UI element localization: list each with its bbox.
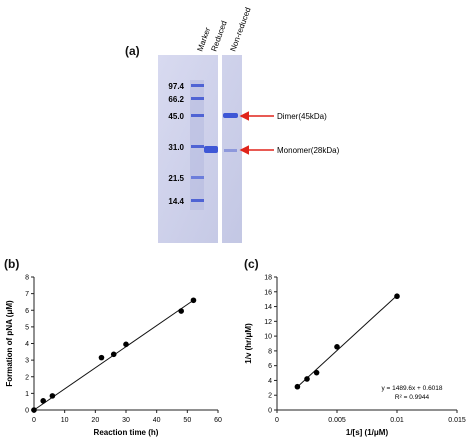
gel-panel: 97.4 66.2 45.0 31.0 21.5 14.4 Marker Red… [158,6,340,243]
x-tick-label: 50 [183,417,191,424]
y-tick-label: 18 [264,275,272,282]
x-tick-label: 10 [61,417,69,424]
dimer-annotation: Dimer(45kDa) [277,112,327,121]
data-point [304,376,310,382]
y-tick-label: 12 [264,319,272,326]
data-point [123,341,129,348]
x-tick-label: 0 [275,417,279,424]
y-tick-label: 0 [268,408,272,415]
data-point [334,344,340,350]
data-point [98,354,105,361]
x-tick-label: 0.005 [328,417,346,424]
y-tick-label: 8 [268,348,272,355]
y-tick-label: 6 [25,308,29,315]
trendline [297,295,398,388]
chart-c: 0 0.005 0.01 0.015 0 2 4 6 8 10 12 14 16 18 1/[s] (1/μ… [244,275,466,438]
data-point [313,369,320,376]
y-tick-label: 7 [25,291,29,298]
data-point [394,293,400,300]
data-point [110,351,117,358]
monomer-annotation: Monomer(28kDa) [277,146,340,155]
marker-label-14: 14.4 [168,197,184,206]
lane-header-nonreduced: Non-reduced [228,6,252,53]
nonreduced-faint-band [224,149,237,152]
data-point [178,308,184,314]
data-point [31,407,37,413]
y-tick-label: 6 [268,363,272,370]
y-tick-label: 16 [264,289,272,296]
data-point [40,398,46,404]
r-squared: R² = 0.9944 [395,394,430,401]
y-tick-label: 5 [25,324,29,331]
y-tick-label: 1 [25,391,29,398]
y-tick-label: 8 [25,275,29,282]
x-tick-label: 40 [153,417,161,424]
panel-a-label: (a) [125,44,140,58]
nonreduced-dimer-band [223,113,238,118]
marker-band-31 [191,145,204,148]
y-axis-label: 1/v (hr/μM) [244,323,253,364]
marker-band-21 [191,176,204,179]
x-axis-label: Reaction time (h) [94,428,159,437]
panel-b-label: (b) [4,257,20,271]
chart-b: 0 10 20 30 40 50 60 0 1 2 3 4 5 6 7 8 Reaction time (h) F… [5,275,222,438]
y-axis-label: Formation of pNA (μM) [5,300,14,387]
y-tick-label: 0 [25,408,29,415]
marker-label-31: 31.0 [168,143,184,152]
marker-band-66 [191,97,204,100]
lane-separator [218,55,222,243]
marker-band-14 [191,199,204,202]
y-tick-label: 4 [268,378,272,385]
data-point [49,393,56,399]
x-tick-label: 60 [214,417,222,424]
y-tick-label: 14 [264,304,272,311]
data-point [190,297,197,304]
marker-band-97 [191,84,204,87]
marker-label-97: 97.4 [168,82,184,91]
reduced-monomer-band [204,146,218,153]
y-tick-label: 4 [25,341,29,348]
data-point [294,383,301,390]
marker-band-45 [191,114,204,117]
y-tick-label: 3 [25,358,29,365]
y-tick-label: 2 [268,393,272,400]
x-tick-label: 30 [122,417,130,424]
y-tick-label: 10 [264,334,272,341]
lane-header-reduced: Reduced [209,20,228,53]
marker-label-45: 45.0 [168,112,184,121]
marker-label-21: 21.5 [168,174,184,183]
x-axis-label: 1/[s] (1/μM) [346,428,389,437]
x-tick-label: 0.015 [448,417,466,424]
x-tick-label: 20 [91,417,99,424]
y-tick-label: 2 [25,374,29,381]
marker-label-66: 66.2 [168,95,184,104]
x-tick-label: 0 [32,417,36,424]
x-tick-label: 0.01 [390,417,404,424]
panel-c-label: (c) [244,257,259,271]
regression-equation: y = 1489.6x + 0.6018 [381,385,442,392]
